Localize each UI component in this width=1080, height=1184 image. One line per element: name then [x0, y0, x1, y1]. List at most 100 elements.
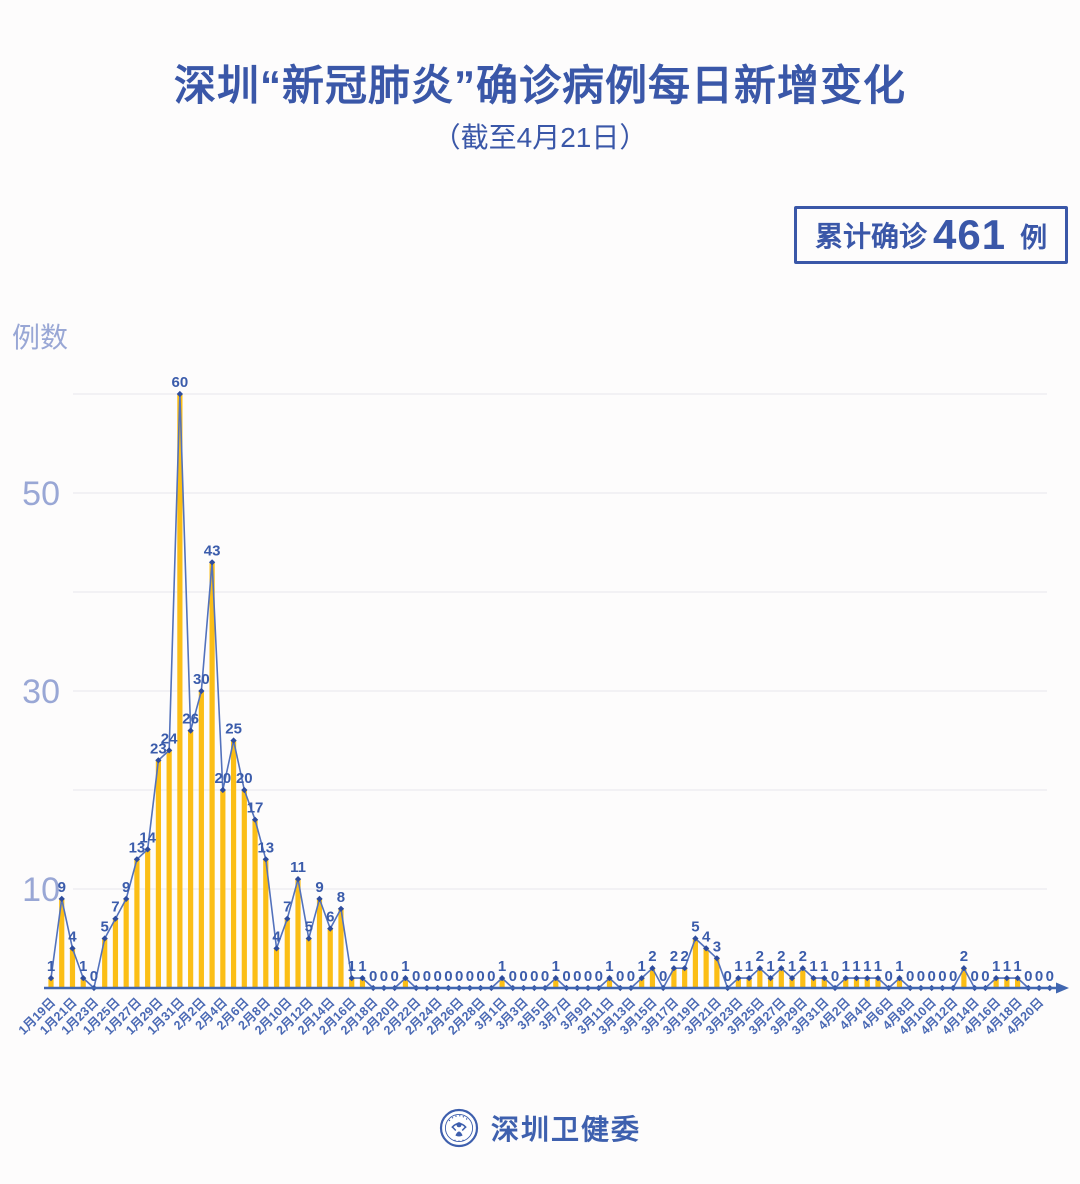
bar [639, 978, 645, 988]
value-label: 1 [809, 958, 817, 975]
value-label: 1 [874, 958, 882, 975]
bar [316, 898, 323, 988]
bar [800, 968, 806, 988]
value-label: 0 [509, 968, 517, 985]
bar [671, 968, 677, 988]
value-label: 1 [788, 958, 796, 975]
value-label: 0 [831, 968, 839, 985]
value-label: 3 [713, 938, 721, 955]
logo-person-figure [451, 1122, 467, 1137]
bar [145, 849, 151, 988]
value-label: 0 [917, 968, 925, 985]
bar [306, 938, 312, 988]
bar [961, 968, 967, 988]
value-label: 0 [1046, 968, 1054, 985]
value-label: 1 [79, 958, 87, 975]
value-label: 0 [928, 968, 936, 985]
bar [230, 740, 237, 988]
org-name: 深圳卫健委 [490, 1114, 641, 1145]
value-label: 0 [444, 968, 452, 985]
value-label: 0 [573, 968, 581, 985]
value-label: 2 [960, 948, 968, 965]
value-label: 0 [885, 968, 893, 985]
bar [241, 790, 247, 988]
daily-new-cases-chart: 1030501941057913142324602630432025201713… [16, 374, 1069, 1038]
bar [112, 918, 119, 988]
value-label: 2 [680, 948, 688, 965]
bar [1015, 978, 1021, 988]
badge-total-value: 461 [933, 211, 1007, 258]
value-label: 0 [1024, 968, 1032, 985]
bar [757, 968, 763, 988]
value-label: 1 [401, 958, 409, 975]
data-point [176, 390, 183, 398]
value-label: 2 [777, 948, 785, 965]
value-label: 26 [182, 711, 199, 728]
bar [102, 938, 108, 988]
value-label: 30 [193, 671, 210, 688]
value-label: 1 [348, 958, 356, 975]
bar [402, 978, 409, 988]
value-label: 13 [257, 839, 274, 856]
value-label: 20 [236, 770, 253, 787]
value-label: 1 [895, 958, 903, 975]
value-label: 6 [326, 909, 334, 926]
value-label: 1 [552, 958, 560, 975]
bar [649, 968, 656, 988]
bar [327, 928, 333, 988]
value-label: 0 [423, 968, 431, 985]
value-label: 0 [380, 968, 388, 985]
bar [789, 978, 795, 988]
bar [896, 978, 903, 988]
value-label: 0 [455, 968, 463, 985]
bar [284, 918, 290, 988]
bar [703, 948, 709, 988]
page-title: 深圳“新冠肺炎”确诊病例每日新增变化 [173, 62, 906, 109]
footer: 深圳卫健委 [0, 1108, 1080, 1148]
value-label: 0 [723, 968, 731, 985]
bar [810, 978, 817, 988]
bar [875, 978, 881, 988]
data-point [166, 747, 173, 754]
bar [349, 978, 355, 988]
bar [746, 978, 752, 988]
value-label: 5 [101, 919, 109, 936]
value-label: 1 [605, 958, 613, 975]
value-label: 1 [1003, 958, 1011, 975]
bar [252, 819, 258, 988]
value-label: 0 [595, 968, 603, 985]
value-label: 20 [214, 770, 231, 787]
value-label: 1 [852, 958, 860, 975]
value-label: 4 [702, 928, 711, 945]
value-label: 0 [616, 968, 624, 985]
badge-prefix-label: 累计确诊 [815, 221, 928, 252]
value-label: 0 [433, 968, 441, 985]
y-axis-title: 例数 [12, 322, 69, 353]
value-label: 7 [283, 899, 291, 916]
value-label: 1 [992, 958, 1000, 975]
value-label: 0 [938, 968, 946, 985]
bar [821, 978, 827, 988]
value-label: 9 [122, 879, 130, 896]
bar [48, 978, 54, 988]
value-label: 17 [247, 800, 264, 817]
bar [692, 938, 698, 988]
bar [123, 898, 129, 988]
bar [767, 978, 774, 988]
value-label: 1 [766, 958, 774, 975]
bar [359, 978, 366, 988]
bar [853, 978, 860, 988]
bar [155, 760, 161, 988]
badge-unit-label: 例 [1020, 222, 1048, 253]
bar [714, 958, 720, 988]
value-label: 2 [670, 948, 678, 965]
bar [778, 968, 784, 988]
y-axis-tick-label: 30 [22, 673, 60, 711]
bar [864, 978, 870, 988]
value-label: 43 [204, 542, 221, 559]
value-label: 1 [47, 958, 55, 975]
bar [59, 898, 65, 988]
value-label: 1 [358, 958, 366, 975]
page-subtitle: （截至4月21日） [432, 122, 648, 153]
